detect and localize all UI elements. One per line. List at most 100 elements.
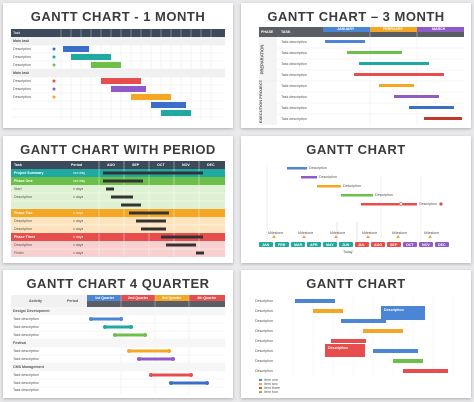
quarter-2: 2nd Quarter [128, 296, 149, 300]
quarter-3: 3rd Quarter [162, 296, 182, 300]
row-label: Description [13, 55, 31, 59]
card-4-quarter[interactable]: GANTT CHART 4 QUARTER [3, 270, 233, 398]
period-row-value: xxx day [73, 171, 86, 175]
row-label: Description [13, 47, 31, 51]
month-aug: AUG [107, 163, 115, 167]
task-row: Task description [281, 106, 307, 110]
card-gantt-callouts[interactable]: GANTT CHART [241, 270, 471, 398]
header-phase: PHASE [261, 30, 274, 34]
card-title: GANTT CHART - 1 MONTH [30, 9, 206, 24]
month-oct: OCT [406, 242, 414, 247]
period-row-label: Project Summary [14, 171, 44, 175]
task-row: Task description [281, 62, 307, 66]
gantt-3-month-grid: PHASE TASK JANUARY FEBRUARY MARCH PREPAR… [258, 27, 464, 125]
milestone-label: Milestone [298, 231, 314, 235]
phase-execution: EXECUTION PROJECT [258, 79, 264, 124]
row-label: Description [13, 87, 31, 91]
timeline-description: Description [419, 202, 437, 206]
month-january: JANUARY [337, 27, 355, 31]
phase-preparation: PREPARATION [259, 44, 265, 75]
period-row-value: x days [73, 211, 84, 215]
gantt-1-month-grid: Task Main task Description Description D… [11, 29, 225, 121]
month-aug: AUG [374, 242, 382, 247]
callout-row-label: Description [255, 319, 273, 323]
legend-item: Item two [264, 382, 278, 386]
period-row-label: Description [14, 243, 32, 247]
quarter-row-label: Task description [13, 333, 39, 337]
card-title: GANTT CHART – 3 MONTH [267, 9, 445, 24]
task-row: Task description [281, 40, 307, 44]
card-title: GANTT CHART WITH PERIOD [20, 142, 216, 157]
gantt-callout-chart: Description Description Description Desc… [253, 296, 463, 394]
main-task-label: Main task [13, 71, 30, 75]
card-with-period[interactable]: GANTT CHART WITH PERIOD [3, 136, 233, 263]
month-jun: JUN [342, 242, 350, 247]
period-row-value: x days [73, 235, 84, 239]
month-sep: SEP [132, 163, 140, 167]
header-task: Task [14, 163, 22, 167]
period-row-value: x days [73, 195, 84, 199]
quarter-row-label: Task description [13, 349, 39, 353]
callout-row-label: Description [255, 299, 273, 303]
period-row-label: Phase Three [14, 235, 36, 239]
month-mar: MAR [294, 242, 303, 247]
month-sep: SEP [390, 242, 398, 247]
month-oct: OCT [157, 163, 165, 167]
quarter-row-label: Task description [13, 325, 39, 329]
callout-row-label: Description [255, 349, 273, 353]
card-1-month[interactable]: GANTT CHART - 1 MONTH [3, 3, 233, 128]
row-label: Description [13, 79, 31, 83]
month-jan: JAN [262, 242, 270, 247]
period-row-label: Description [14, 227, 32, 231]
timeline-description: Description [319, 175, 337, 179]
timeline-description: Description [343, 184, 361, 188]
group-label: Design/ Development [13, 309, 50, 313]
period-row-value: x days [73, 219, 84, 223]
gantt-timeline: Description Description Description Desc… [251, 162, 463, 258]
callout-row-label: Description [255, 309, 273, 313]
row-label: Description [13, 95, 31, 99]
period-row-value: x days [73, 243, 84, 247]
legend-item: Item one [264, 378, 278, 382]
period-row-value: xxx day [73, 179, 86, 183]
legend-item: Item four [264, 390, 279, 394]
task-row: Task description [281, 95, 307, 99]
row-label: Description [13, 63, 31, 67]
callout-box-label: Description [328, 346, 348, 350]
month-apr: APR [310, 242, 318, 247]
callout-row-label: Description [255, 339, 273, 343]
card-3-month[interactable]: GANTT CHART – 3 MONTH [241, 3, 471, 128]
callout-row-label: Description [255, 369, 273, 373]
milestone-label: Milestone [362, 231, 378, 235]
card-timeline[interactable]: GANTT CHART [241, 136, 471, 263]
month-may: MAY [326, 242, 334, 247]
milestone-label: Milestone [330, 231, 346, 235]
month-february: FEBRUARY [383, 27, 403, 31]
task-row: Task description [281, 73, 307, 77]
period-row-label: Phase One [14, 179, 33, 183]
gantt-1-month-svg [11, 29, 225, 121]
task-row: Task description [281, 51, 307, 55]
quarter-row-label: Task description [13, 357, 39, 361]
quarter-1: 1st Quarter [95, 296, 115, 300]
period-row-value: x days [73, 187, 84, 191]
month-dec: DEC [438, 242, 446, 247]
gantt-period-grid: Task Period AUG SEP OCT NOV DEC Project … [11, 161, 225, 258]
period-row-label: Finish [14, 251, 24, 255]
header-task-label: Task [13, 31, 21, 35]
period-row-label: Description [14, 219, 32, 223]
card-title: GANTT CHART 4 QUARTER [26, 276, 210, 291]
callout-row-label: Description [255, 359, 273, 363]
callout-box-label: Description [384, 308, 404, 312]
quarter-row-label: Task description [13, 388, 39, 392]
month-nov: NOV [182, 163, 190, 167]
quarter-row-label: Task description [13, 381, 39, 385]
group-label: CMS Management [13, 365, 44, 369]
month-march: MARCH [432, 27, 446, 31]
gantt-3-month-svg [259, 27, 464, 125]
header-period: Period [67, 299, 79, 303]
quarter-4: 4th Quarter [197, 296, 217, 300]
quarter-row-label: Task description [13, 373, 39, 377]
task-row: Task description [281, 84, 307, 88]
period-row-value: x days [73, 251, 84, 255]
